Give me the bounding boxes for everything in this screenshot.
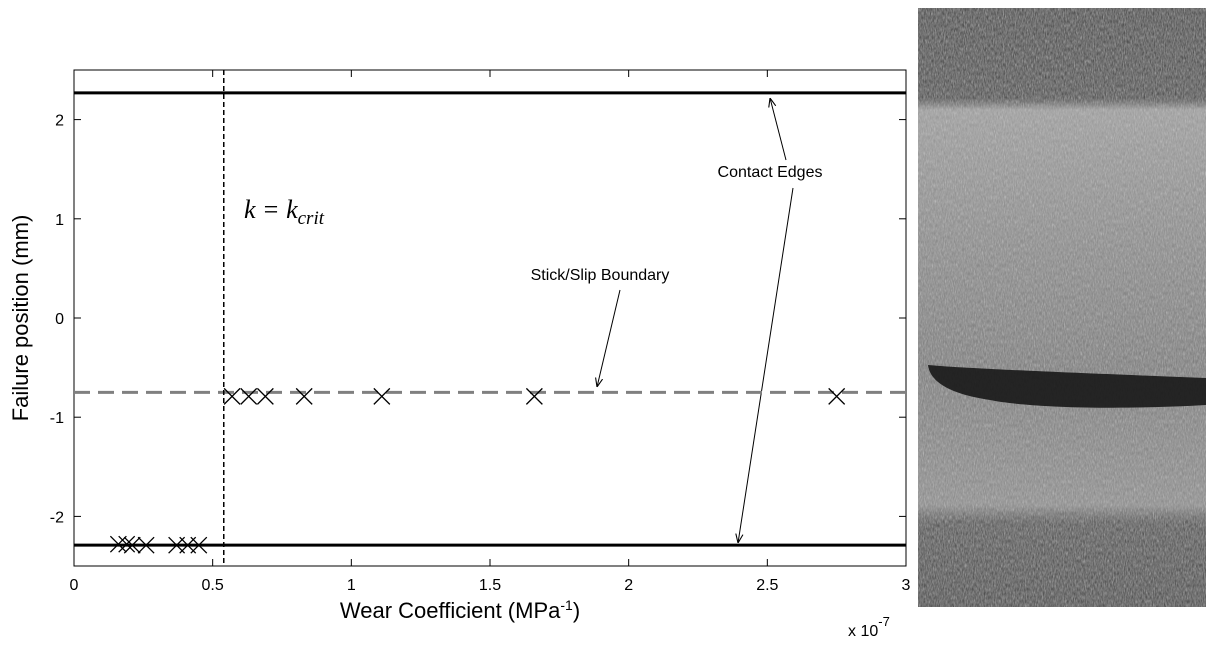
point <box>109 535 127 553</box>
x-tick-label: 2.5 <box>756 577 778 594</box>
y-tick-label: 1 <box>55 212 64 229</box>
point <box>295 387 313 405</box>
point <box>240 387 258 405</box>
y-tick-label: -2 <box>50 509 64 526</box>
arrow <box>770 98 787 161</box>
x-tick-label: 1.5 <box>479 577 501 594</box>
stick-slip-label: Stick/Slip Boundary <box>531 267 670 284</box>
plot-frame <box>73 69 907 567</box>
contact-edges-label: Contact Edges <box>718 164 823 181</box>
y-tick-label: 2 <box>55 113 64 130</box>
x-tick-label: 0.5 <box>202 577 224 594</box>
arrow <box>597 289 621 387</box>
x-axis-label: Wear Coefficient (MPa-1) <box>340 597 580 623</box>
point <box>137 536 155 554</box>
point <box>828 387 846 405</box>
photo <box>918 8 1206 607</box>
x-tick-label: 1 <box>347 577 356 594</box>
point <box>223 387 241 405</box>
k-crit-label: k = kcrit <box>244 195 325 229</box>
y-tick-label: -1 <box>50 410 64 427</box>
arrow <box>738 187 794 543</box>
x-tick-label: 2 <box>624 577 633 594</box>
y-tick-label: 0 <box>55 311 64 328</box>
point <box>373 387 391 405</box>
point <box>525 387 543 405</box>
x-multiplier: x 10-7 <box>848 614 890 640</box>
x-tick-label: 3 <box>902 577 911 594</box>
y-axis-label: Failure position (mm) <box>8 215 33 422</box>
point <box>118 535 136 553</box>
point <box>256 387 274 405</box>
point <box>123 536 141 554</box>
x-tick-label: 0 <box>70 577 79 594</box>
point <box>190 536 208 554</box>
